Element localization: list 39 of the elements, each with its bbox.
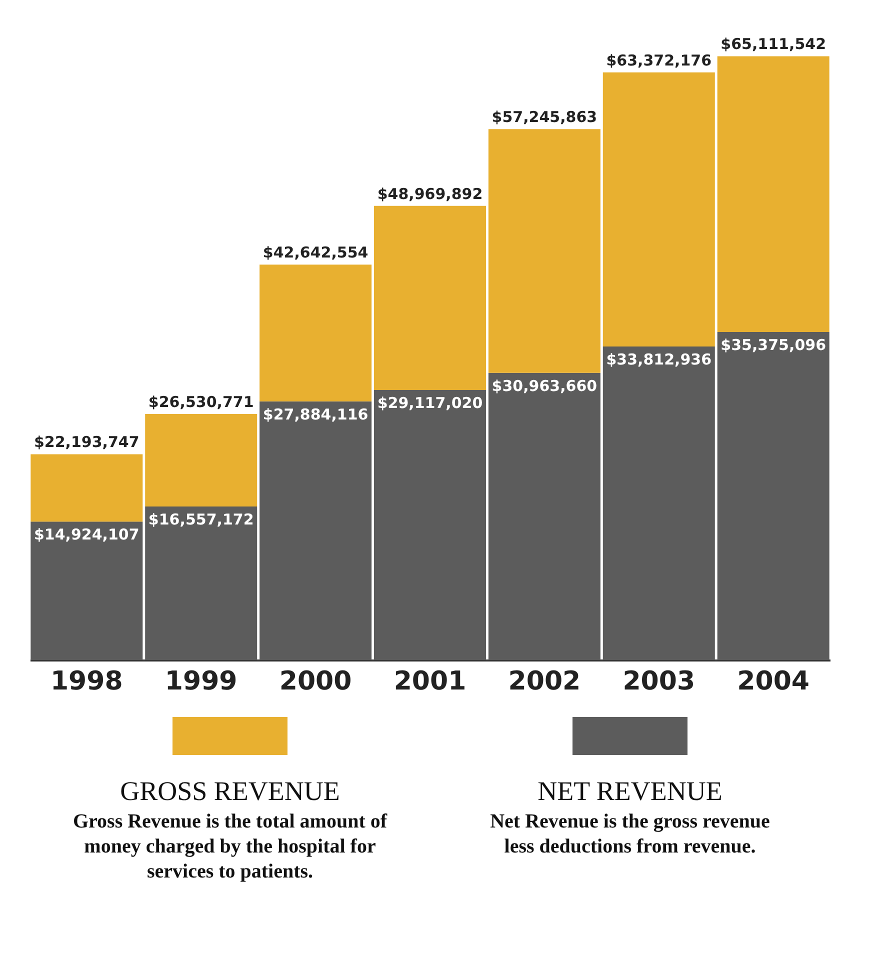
total-label: $63,372,176 — [606, 51, 712, 70]
total-label: $26,530,771 — [148, 392, 254, 411]
bar — [260, 264, 372, 402]
data-label: $16,557,172 — [148, 510, 254, 528]
bar — [374, 206, 486, 390]
bar — [30, 454, 143, 522]
x-tick-label: 2004 — [737, 666, 810, 696]
data-label: $30,963,660 — [492, 376, 598, 395]
total-label: $57,245,863 — [492, 108, 598, 126]
bar — [145, 414, 258, 506]
x-tick-label: 2002 — [508, 666, 581, 696]
legend-label: GROSS REVENUE — [120, 776, 340, 806]
x-tick-label: 2001 — [394, 666, 466, 696]
bar — [488, 129, 600, 373]
total-label: $22,193,747 — [34, 433, 140, 452]
data-label: $29,117,020 — [377, 394, 483, 412]
bar — [488, 372, 600, 660]
x-tick-label: 2000 — [279, 666, 352, 696]
data-label: $33,812,936 — [606, 350, 712, 368]
bar — [30, 522, 143, 660]
x-tick-label: 1999 — [164, 666, 238, 696]
bar — [260, 401, 372, 660]
data-label: $14,924,107 — [34, 526, 140, 544]
total-label: $48,969,892 — [377, 184, 483, 203]
legend-label: NET REVENUE — [538, 776, 722, 806]
data-label: $35,375,096 — [720, 336, 826, 354]
bar — [145, 506, 258, 660]
bar — [374, 390, 486, 660]
data-label: $27,884,116 — [262, 405, 368, 424]
x-tick-label: 2003 — [622, 666, 696, 696]
bar — [602, 346, 715, 660]
bar — [602, 72, 715, 346]
text: Net Revenue is the gross revenue less deductions from revenue. — [490, 810, 770, 858]
total-label: $42,642,554 — [262, 244, 368, 262]
bar — [717, 332, 830, 660]
x-tick-label: 1998 — [50, 666, 123, 696]
total-label: $65,111,542 — [720, 35, 826, 54]
text: Gross Revenue is the total amount of money charged by the hospital for services to patients. — [72, 810, 388, 882]
bar — [717, 56, 830, 332]
